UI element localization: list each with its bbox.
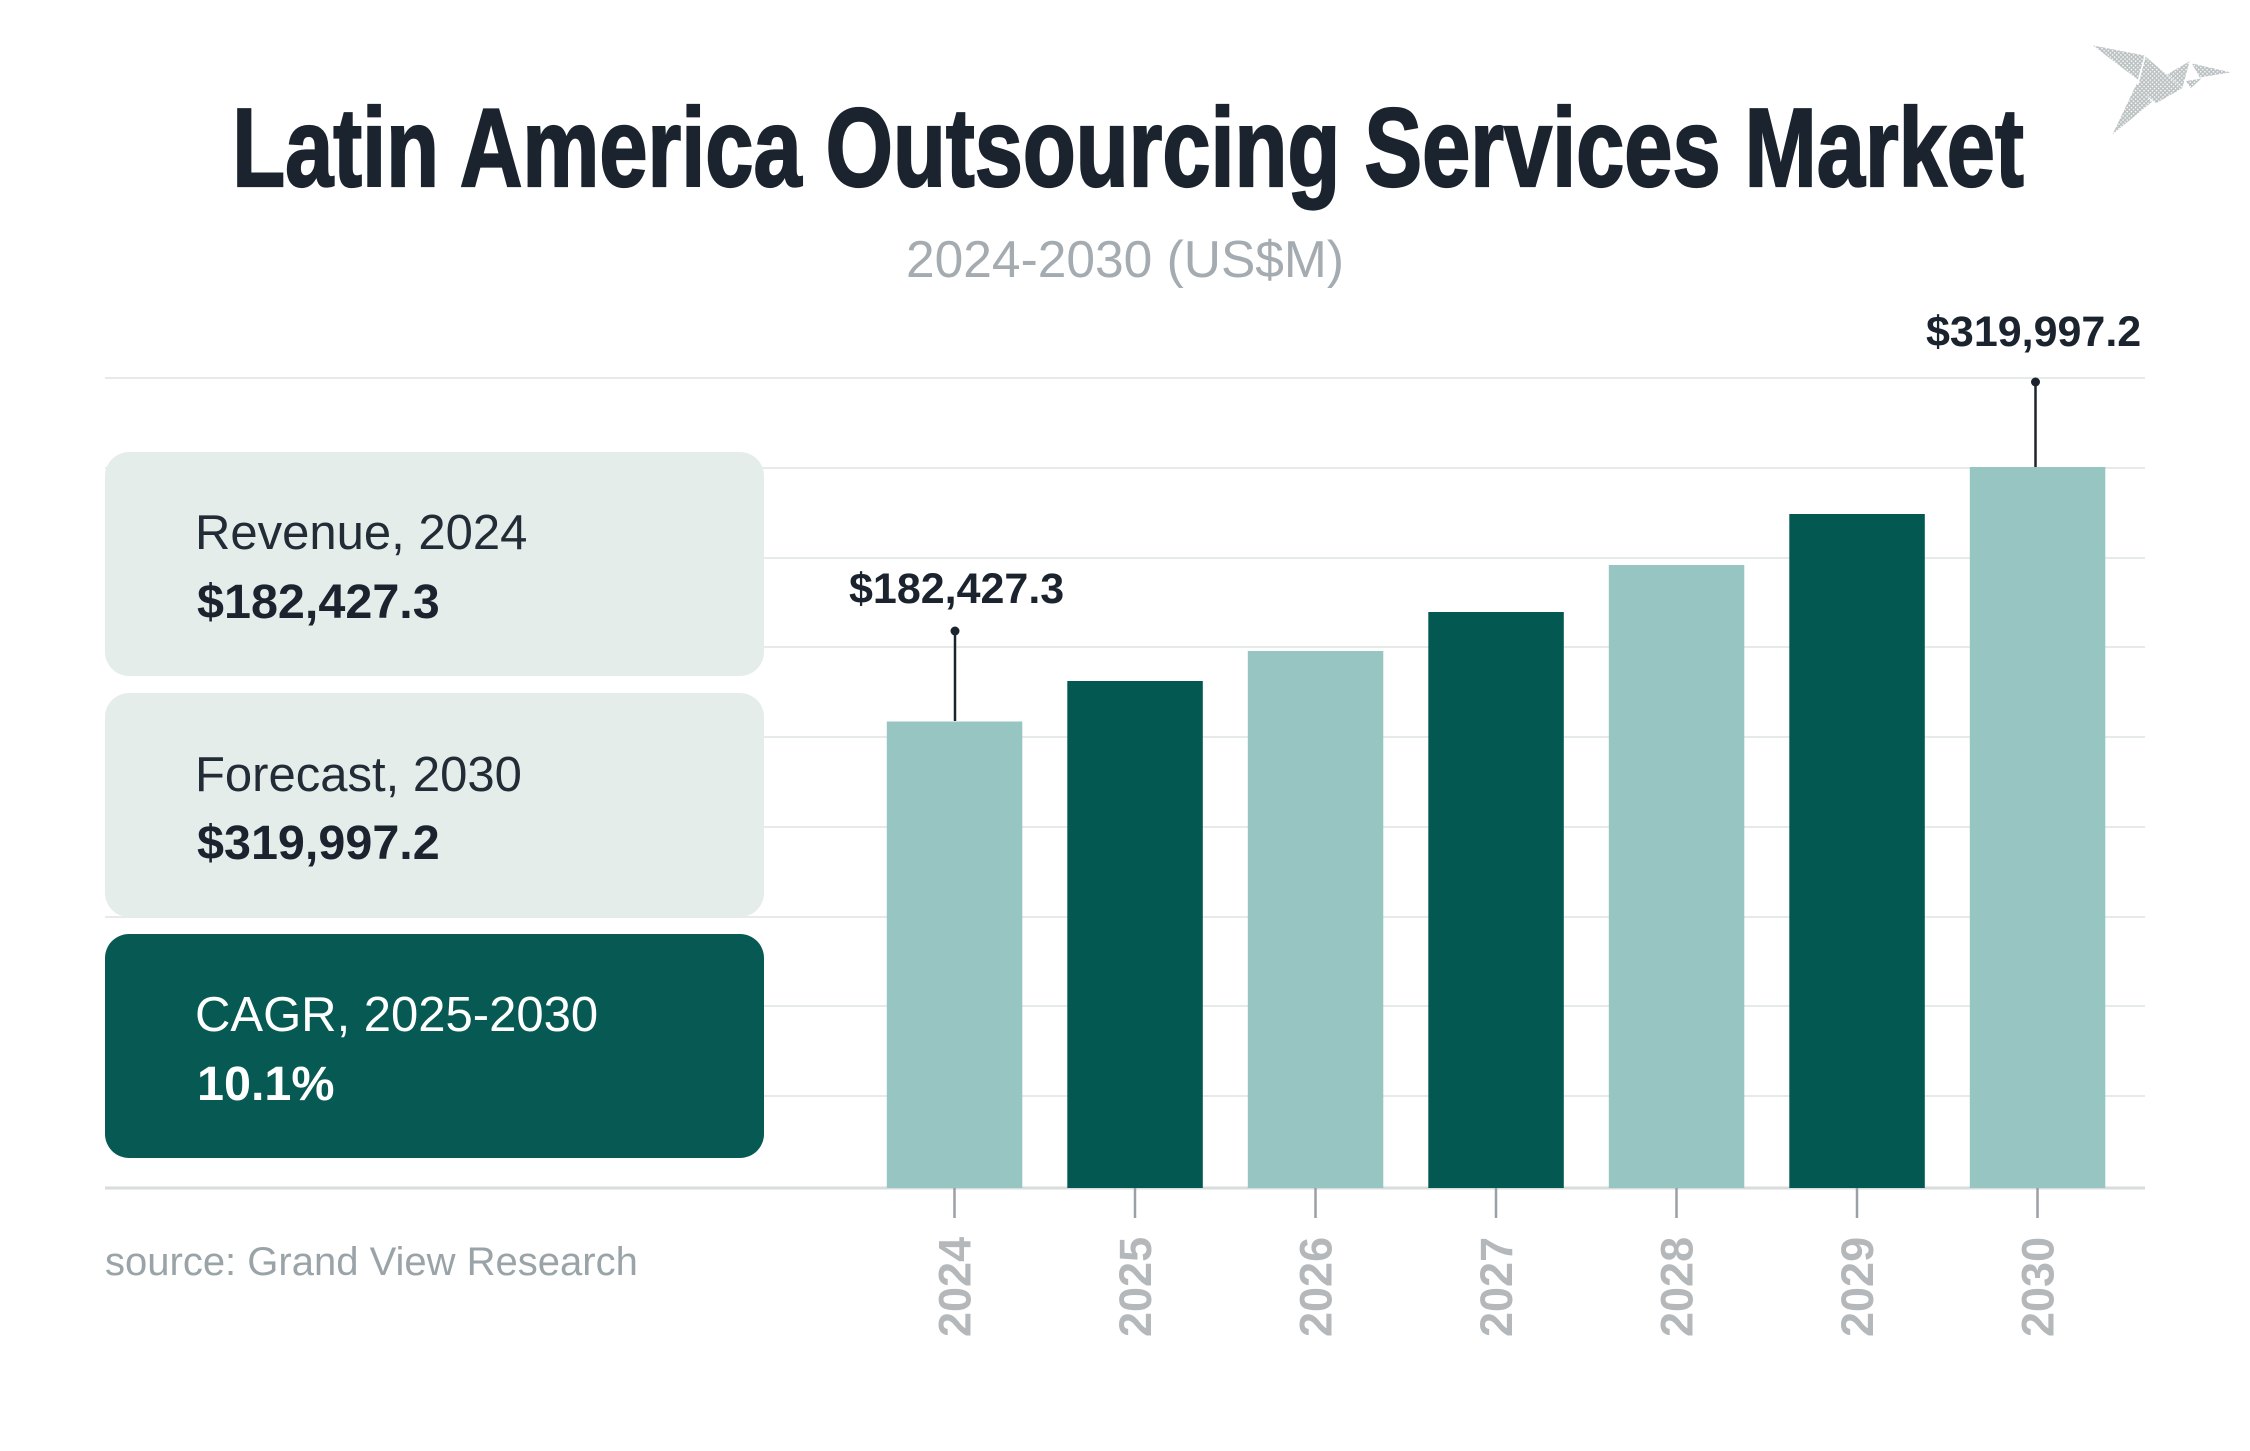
svg-text:2025: 2025 <box>1110 1237 1161 1337</box>
svg-text:2024: 2024 <box>930 1237 981 1337</box>
svg-text:2029: 2029 <box>1832 1237 1883 1337</box>
svg-text:2028: 2028 <box>1652 1237 1703 1337</box>
svg-text:2027: 2027 <box>1471 1237 1522 1337</box>
svg-text:2030: 2030 <box>2013 1237 2064 1337</box>
svg-text:2026: 2026 <box>1291 1237 1342 1337</box>
